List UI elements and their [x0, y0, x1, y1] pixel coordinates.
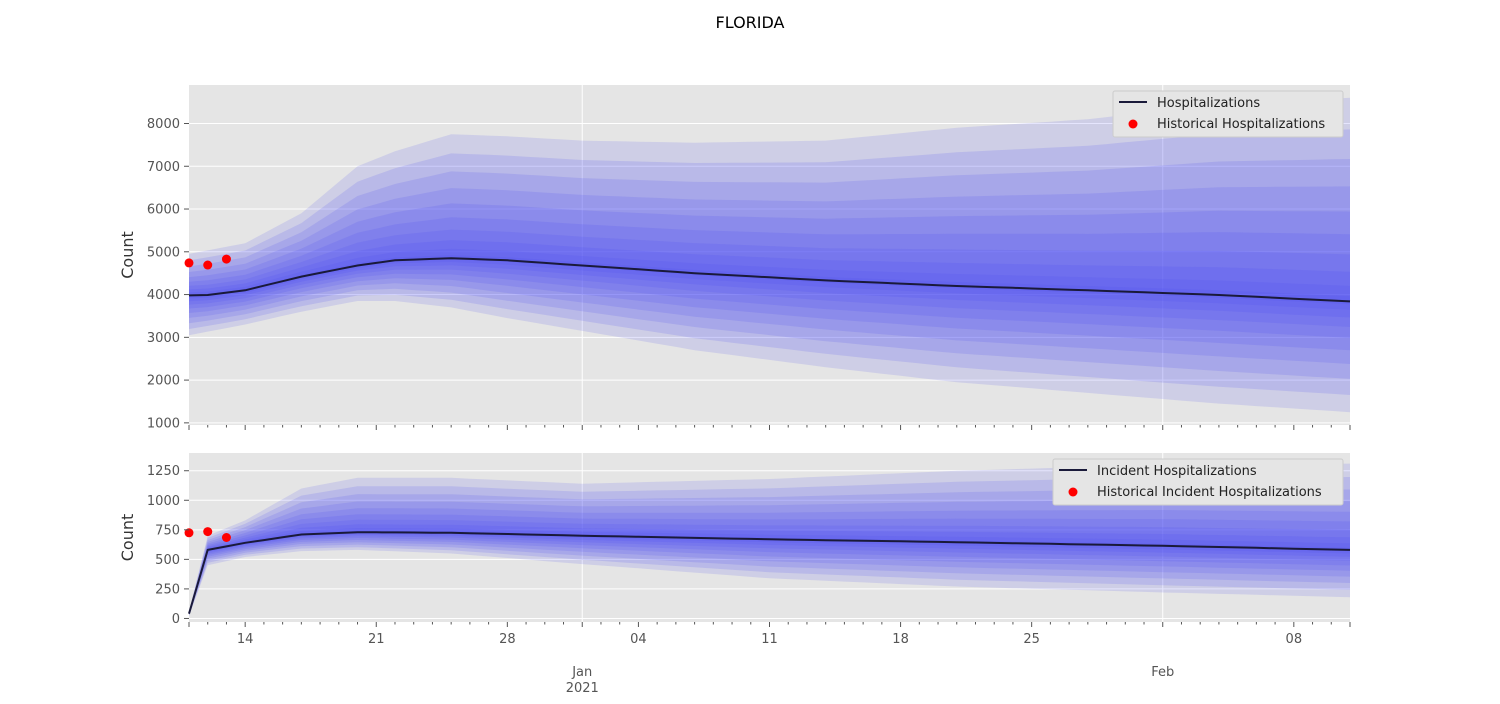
historical-point [203, 260, 213, 270]
legend-points-label: Historical Incident Hospitalizations [1097, 485, 1322, 500]
legend: Incident Hospitalizations Historical Inc… [1052, 458, 1344, 506]
y-tick-label: 0 [172, 612, 180, 627]
x-ticks [188, 622, 1351, 627]
prediction-band [189, 129, 1350, 395]
prediction-band [189, 248, 1350, 310]
historical-point [184, 528, 194, 538]
historical-points [184, 254, 231, 270]
y-axis-label: Count [118, 231, 137, 279]
y-tick-label: 5000 [147, 245, 180, 260]
prediction-band [189, 508, 1350, 615]
x-year-label: 2021 [566, 681, 599, 696]
x-month-label: Jan [571, 665, 592, 680]
historical-point [221, 254, 231, 264]
legend-box [1052, 458, 1344, 506]
x-tick-label: 21 [368, 632, 385, 647]
median-line [188, 257, 1351, 303]
legend-points-label: Historical Hospitalizations [1157, 117, 1325, 132]
legend-line-label: Incident Hospitalizations [1097, 464, 1257, 479]
y-tick-label: 1250 [147, 464, 180, 479]
panel-hospitalizations: 1000 2000 3000 4000 5000 6000 7000 8000 Count H… [118, 85, 1351, 431]
x-tick-label: 08 [1286, 632, 1303, 647]
grid-lines [189, 85, 1350, 425]
y-axis: 0 250 500 750 1000 1250 [147, 464, 189, 627]
y-tick-label: 2000 [147, 374, 180, 389]
prediction-band [189, 159, 1350, 379]
legend-point-swatch [1128, 119, 1138, 129]
x-tick-label: 28 [499, 632, 516, 647]
median-line [188, 531, 1351, 614]
legend-line-label: Hospitalizations [1157, 96, 1260, 111]
y-axis-label: Count [118, 514, 137, 562]
x-tick-label: 14 [237, 632, 254, 647]
prediction-band [189, 524, 1350, 615]
historical-point [184, 258, 194, 268]
x-tick-label: 25 [1023, 632, 1040, 647]
legend-point-swatch [1068, 487, 1078, 497]
panel-incident-hospitalizations: 0 250 500 750 1000 1250 Count Incident Hospit… [118, 453, 1351, 627]
y-tick-label: 250 [155, 582, 180, 597]
historical-point [221, 533, 231, 542]
prediction-band [189, 489, 1350, 616]
y-tick-label: 1000 [147, 416, 180, 431]
y-tick-label: 3000 [147, 331, 180, 346]
y-tick-label: 4000 [147, 288, 180, 303]
historical-point [203, 527, 213, 537]
chart-title: FLORIDA [716, 13, 785, 32]
prediction-band [189, 500, 1350, 616]
y-tick-label: 750 [155, 523, 180, 538]
axes-background [189, 85, 1350, 425]
y-tick-label: 8000 [147, 117, 180, 132]
legend: Hospitalizations Historical Hospitalizat… [1112, 90, 1344, 138]
x-tick-label: 18 [892, 632, 909, 647]
y-tick-label: 500 [155, 553, 180, 568]
x-tick-label: 11 [761, 632, 778, 647]
legend-box [1112, 90, 1344, 138]
prediction-band [189, 97, 1350, 413]
y-tick-label: 1000 [147, 494, 180, 509]
y-tick-label: 6000 [147, 203, 180, 218]
prediction-band [189, 186, 1350, 364]
x-month-label: Feb [1151, 665, 1174, 680]
y-tick-label: 7000 [147, 160, 180, 175]
x-ticks [188, 425, 1351, 430]
x-tick-label: 04 [630, 632, 647, 647]
prediction-band [189, 514, 1350, 615]
prediction-band [189, 477, 1350, 616]
grid-lines [189, 453, 1350, 622]
y-axis: 1000 2000 3000 4000 5000 6000 7000 8000 [147, 117, 189, 431]
historical-points [184, 527, 231, 542]
